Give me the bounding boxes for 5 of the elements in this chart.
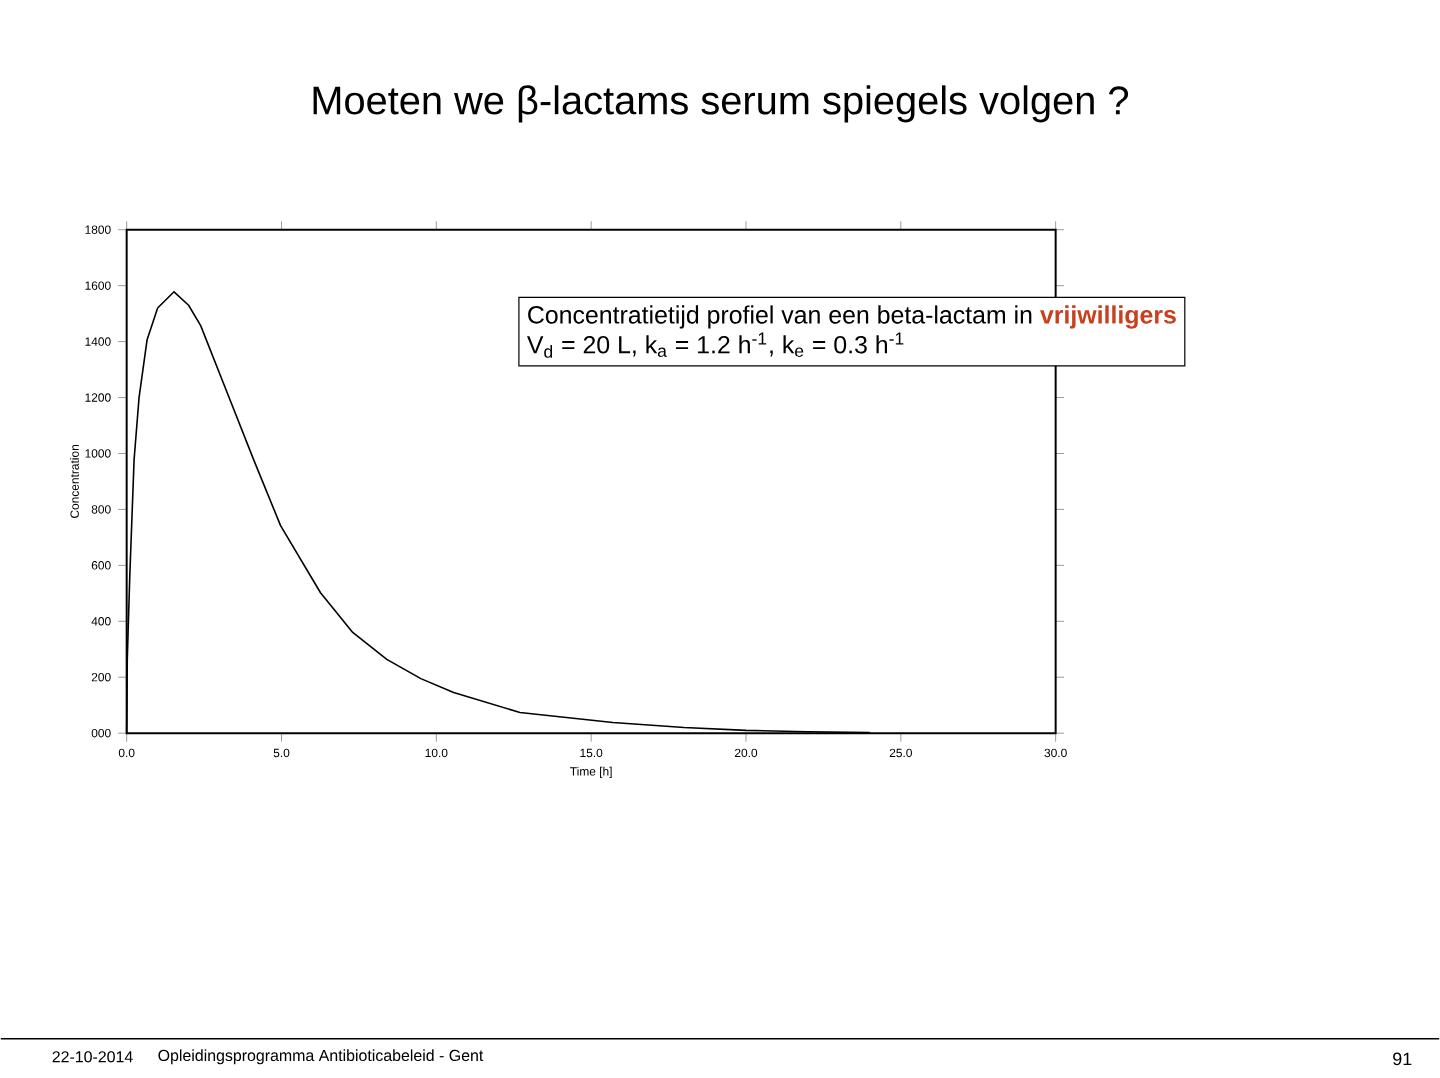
text: 91 (1393, 1052, 1412, 1065)
annotation: vrijwilligers (1040, 305, 1176, 329)
chart-title: Moeten we β-lactams serum spiegels volgen ? (313, 84, 1129, 123)
text: V$_{d}$ = 20 L, k$_{a}$ = 1.2 h$^{-1}$, k$_{e}$ = 0.3 h$^{-1}$ (527, 332, 904, 358)
annotation: Concentratietijd profiel van een beta-lactam in (528, 305, 1032, 329)
